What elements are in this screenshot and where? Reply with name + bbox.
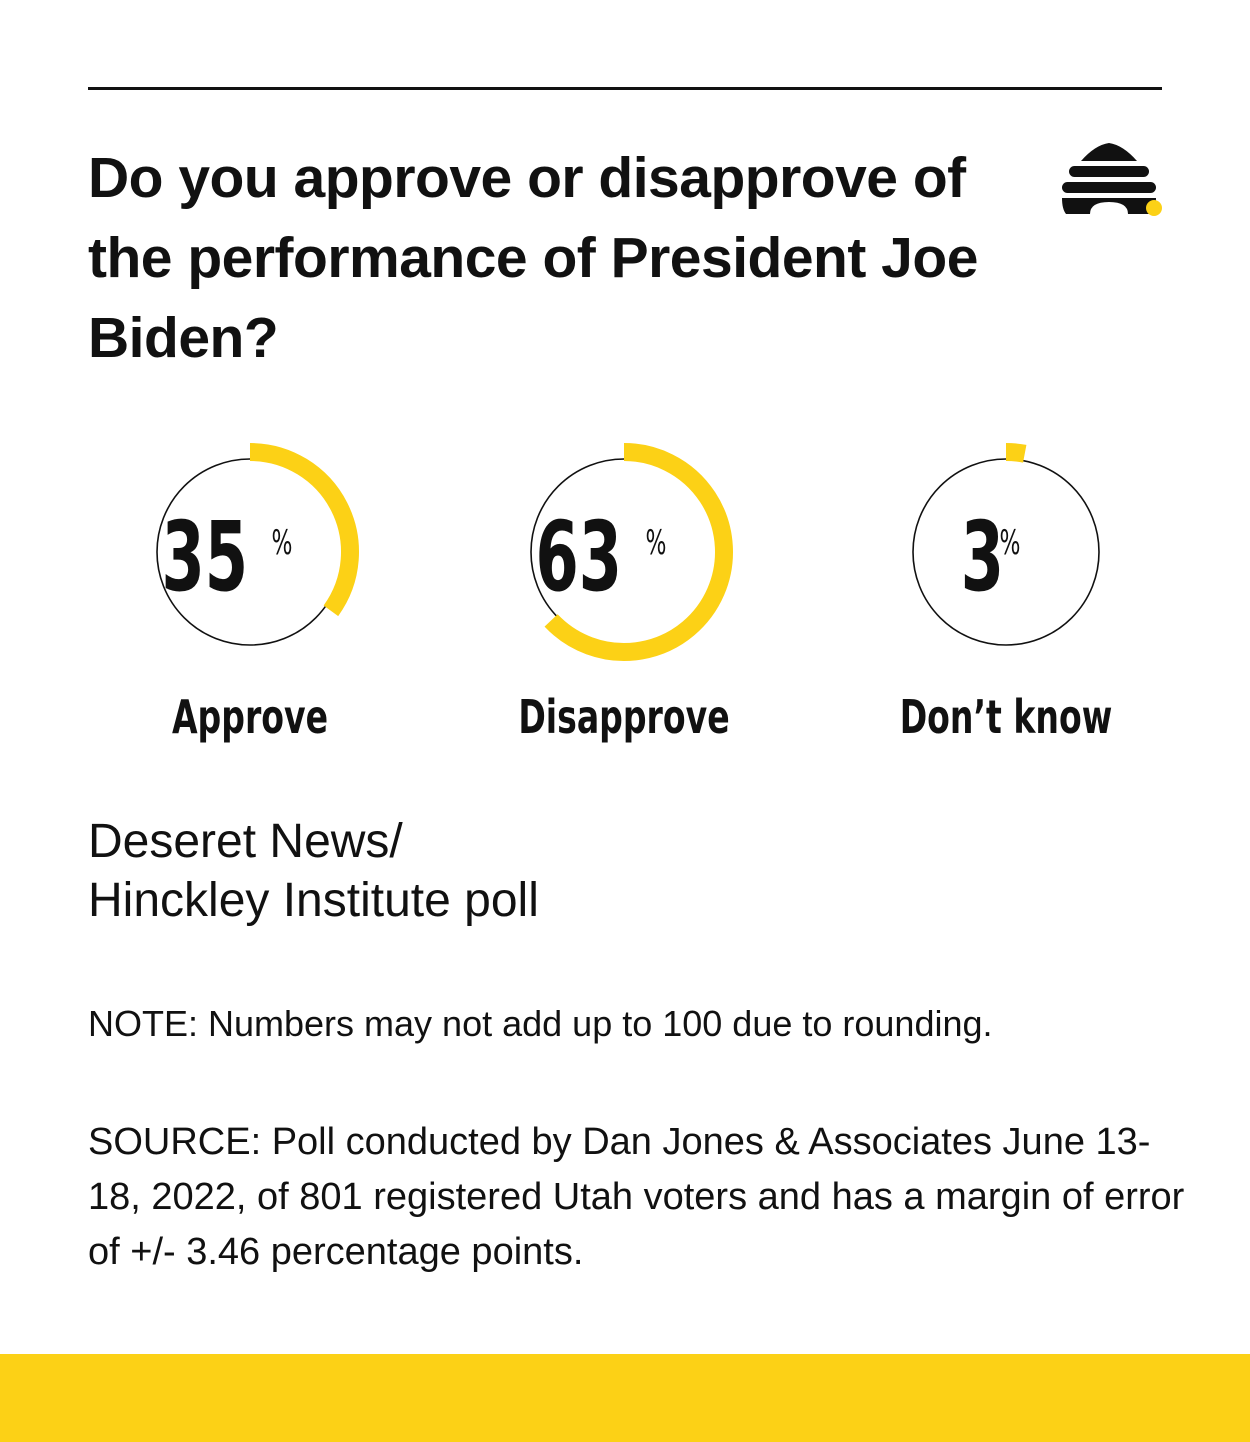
poll-credit: Deseret News/ Hinckley Institute poll xyxy=(88,812,1162,930)
rounding-note: NOTE: Numbers may not add up to 100 due … xyxy=(88,1003,993,1044)
logo-dot xyxy=(1146,200,1162,216)
donut-unit-label: % xyxy=(646,523,667,562)
footer-band xyxy=(0,1354,1250,1442)
donut-value-label: 63 xyxy=(535,500,622,612)
donut-chart-group: 35% Approve 63% Disapprove 3% Don’t know xyxy=(0,400,1250,780)
donut-unit-label: % xyxy=(272,523,293,562)
source-note: SOURCE: Poll conducted by Dan Jones & As… xyxy=(88,1121,1185,1273)
donut-2: 63 % Disapprove xyxy=(518,443,733,744)
donut-3: 3% Don’t know xyxy=(900,443,1113,744)
donut-1: 35 % Approve xyxy=(156,443,359,744)
donut-unit-label: % xyxy=(1000,523,1021,562)
donut-category-label: Don’t know xyxy=(900,690,1113,744)
top-divider xyxy=(88,87,1162,90)
donut-arc xyxy=(249,443,359,617)
donut-category-label: Approve xyxy=(172,690,328,744)
chart-title: Do you approve or disapprove of the perf… xyxy=(88,146,978,370)
donut-arc xyxy=(544,443,733,661)
beehive-icon xyxy=(1062,143,1162,216)
donut-arc xyxy=(1005,443,1027,463)
donut-category-label: Disapprove xyxy=(518,690,729,744)
donut-value-label: 35 xyxy=(161,500,248,612)
credit-line-1: Deseret News/ xyxy=(88,815,403,868)
donut-value-label: 3 xyxy=(961,500,1004,612)
credit-line-2: Hinckley Institute poll xyxy=(88,874,539,927)
